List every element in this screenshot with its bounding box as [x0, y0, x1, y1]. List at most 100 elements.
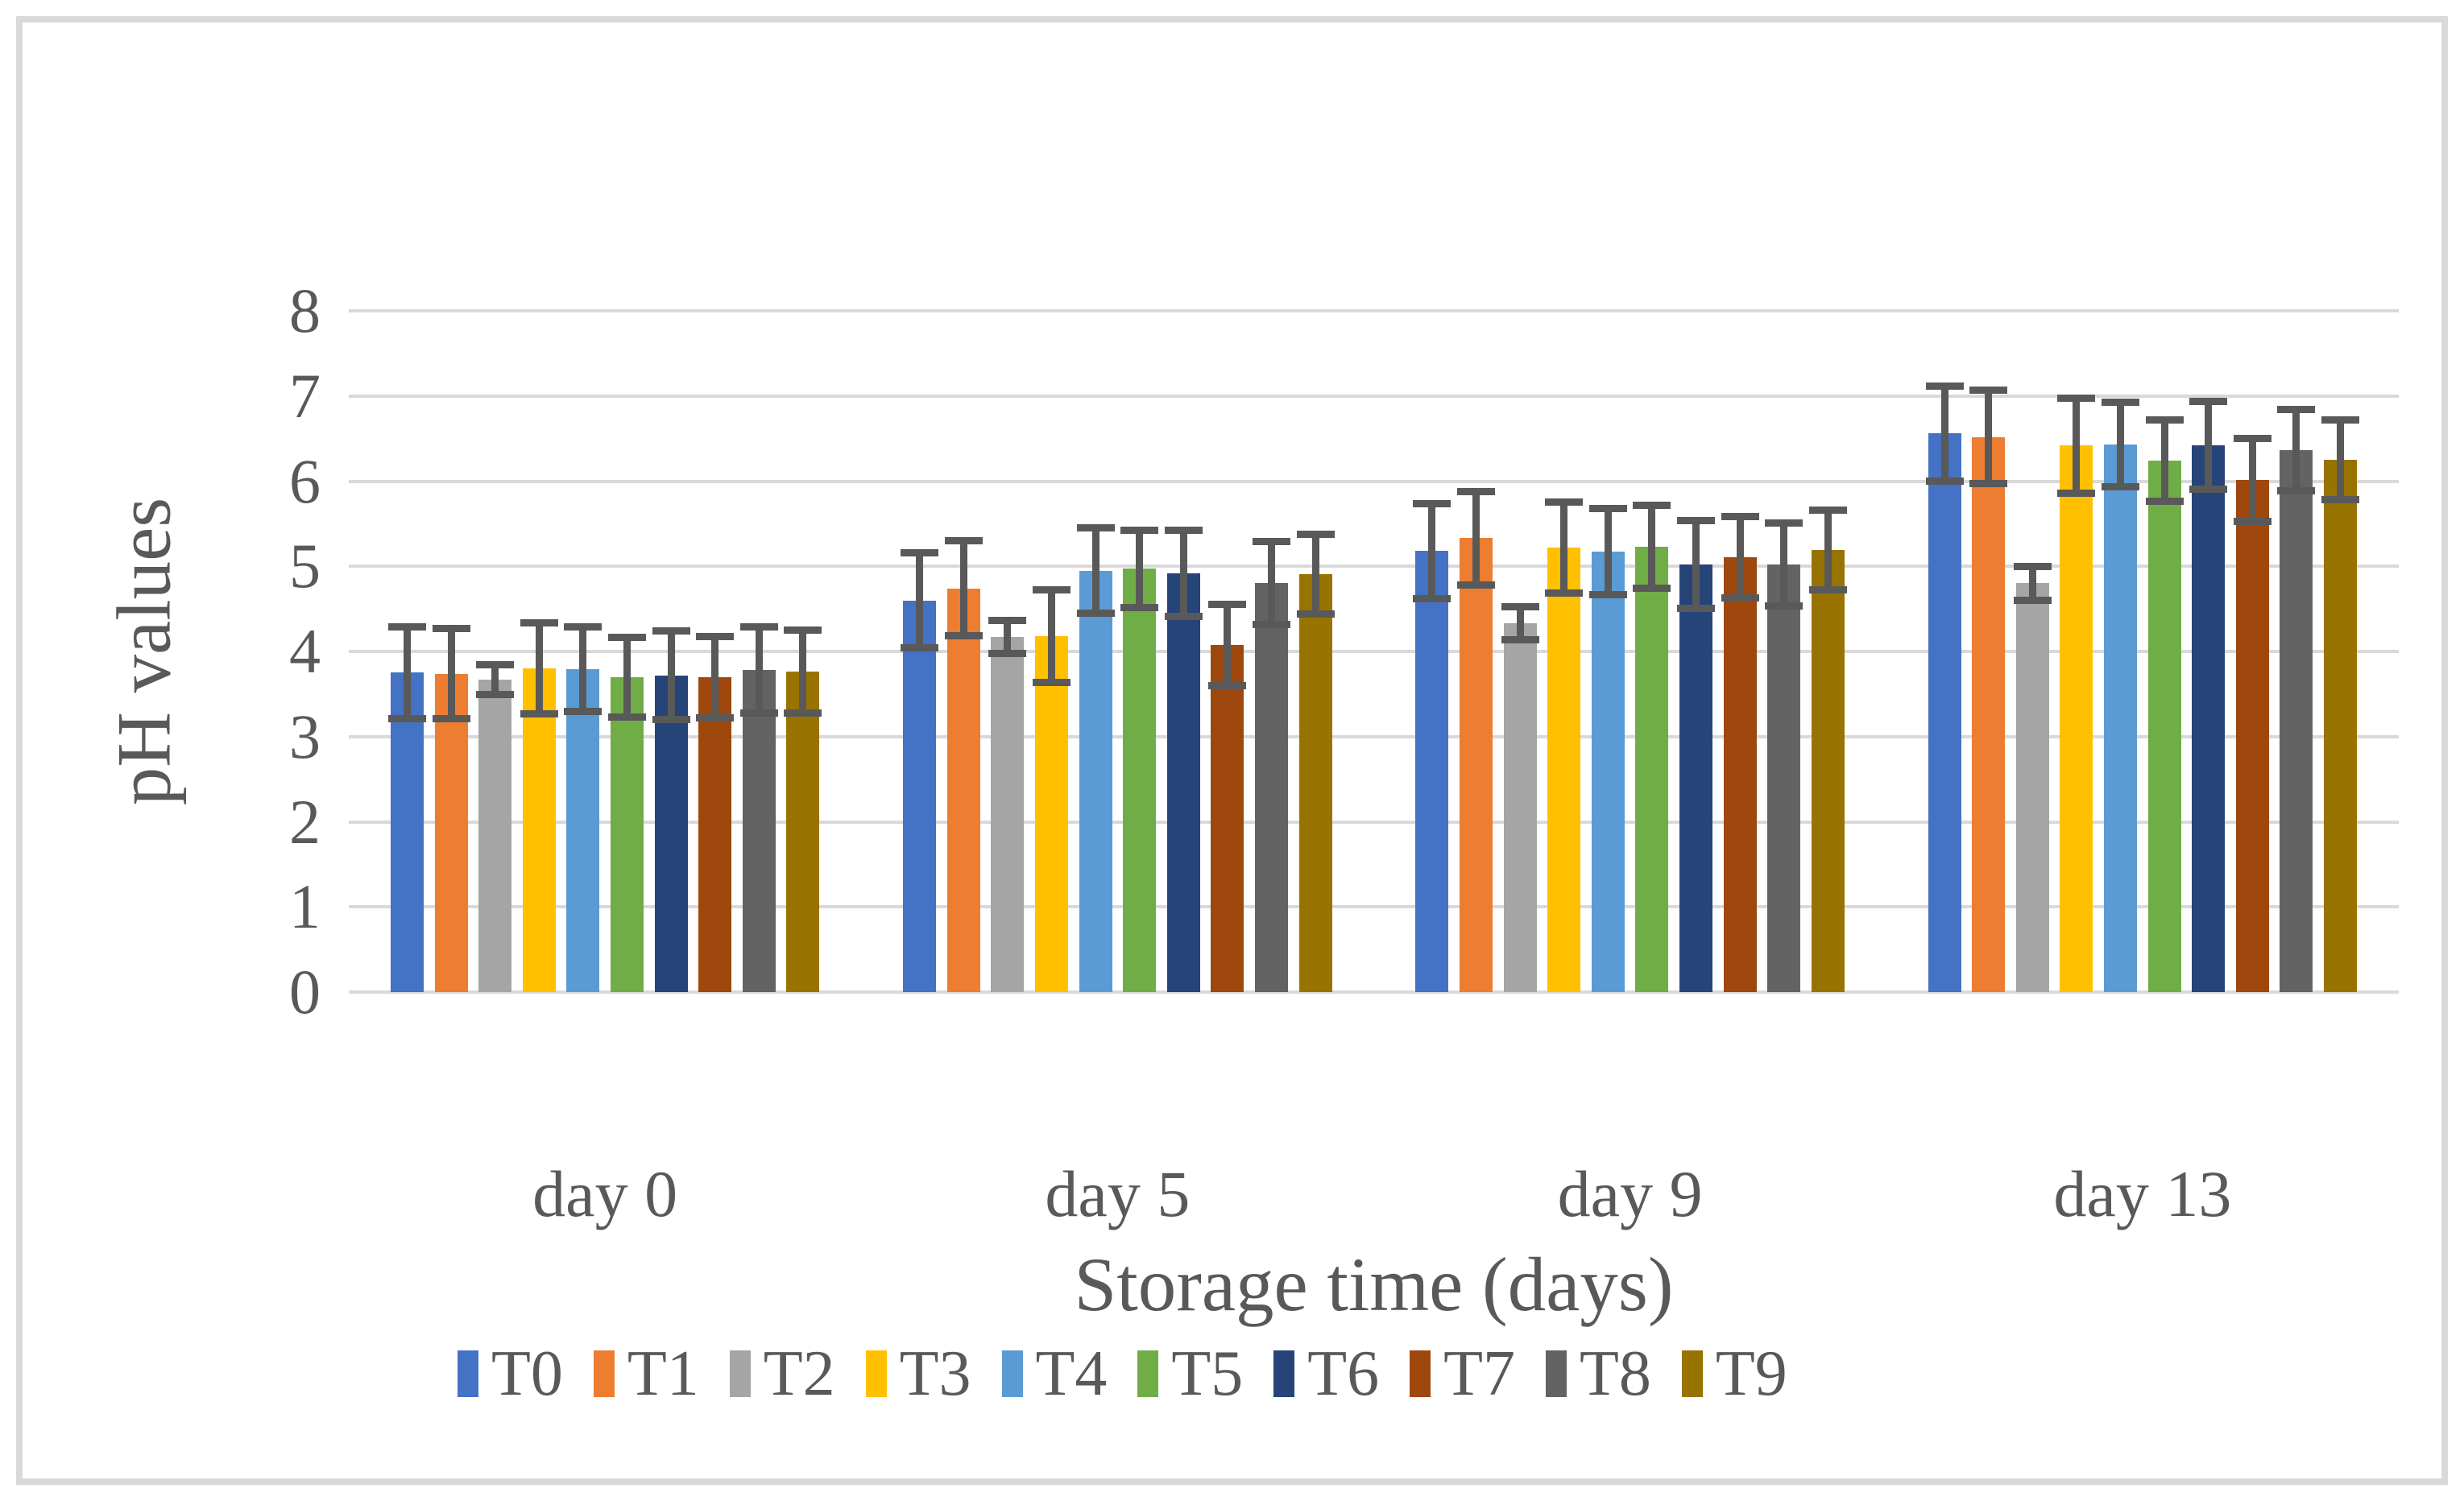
error-cap-top-T1-day-9 — [1457, 487, 1496, 495]
bar-T9-day-0 — [786, 672, 820, 992]
error-cap-bottom-T4-day-9 — [1588, 591, 1627, 599]
bar-T1-day-9 — [1460, 538, 1493, 992]
error-cap-top-T2-day-9 — [1501, 602, 1539, 610]
error-bar-T7-day-5 — [1224, 600, 1232, 689]
x-category-label-day-0: day 0 — [532, 1157, 678, 1230]
error-cap-bottom-T3-day-5 — [1032, 679, 1070, 687]
error-bar-T7-day-13 — [2248, 435, 2256, 526]
bar-T0-day-0 — [390, 672, 424, 992]
error-bar-T4-day-0 — [579, 623, 587, 716]
bar-T0-day-13 — [1928, 433, 1961, 992]
error-bar-T1-day-5 — [959, 537, 967, 640]
bar-T8-day-13 — [2280, 450, 2313, 992]
error-cap-bottom-T0-day-0 — [387, 714, 426, 722]
bar-T4-day-13 — [2104, 445, 2138, 992]
error-cap-bottom-T2-day-5 — [988, 650, 1027, 658]
x-category-label-day-5: day 5 — [1045, 1157, 1191, 1230]
error-bar-T1-day-13 — [1985, 387, 1993, 487]
bar-T4-day-0 — [566, 669, 600, 992]
bar-T0-day-9 — [1415, 551, 1449, 992]
bar-T2-day-13 — [2015, 583, 2049, 992]
error-bar-T0-day-0 — [403, 623, 411, 722]
bar-T1-day-13 — [1972, 436, 2006, 992]
error-cap-top-T6-day-0 — [652, 627, 690, 635]
error-cap-top-T1-day-5 — [944, 537, 983, 545]
bar-T5-day-5 — [1123, 569, 1157, 992]
legend-swatch-T7 — [1410, 1350, 1431, 1397]
error-cap-top-T4-day-9 — [1588, 505, 1627, 513]
legend-item-T7: T7 — [1410, 1342, 1515, 1406]
error-cap-bottom-T5-day-9 — [1633, 584, 1671, 592]
error-cap-bottom-T7-day-0 — [696, 713, 735, 722]
y-tick-label-4: 4 — [289, 616, 321, 686]
error-bar-T0-day-9 — [1428, 499, 1436, 602]
error-cap-bottom-T2-day-13 — [2013, 596, 2052, 604]
gridline-y-3 — [349, 734, 2399, 738]
bar-T5-day-13 — [2147, 461, 2181, 992]
legend-label-T4: T4 — [1035, 1338, 1108, 1409]
error-cap-top-T8-day-0 — [739, 623, 778, 631]
error-bar-T6-day-9 — [1692, 516, 1700, 613]
bar-T5-day-0 — [610, 676, 644, 992]
error-cap-bottom-T6-day-13 — [2189, 486, 2228, 494]
bar-T7-day-13 — [2235, 480, 2269, 992]
error-bar-T3-day-13 — [2073, 394, 2081, 497]
x-category-label-day-13: day 13 — [2053, 1157, 2232, 1230]
bar-T1-day-0 — [434, 673, 468, 992]
error-cap-bottom-T8-day-13 — [2277, 487, 2316, 495]
error-bar-T2-day-5 — [1004, 616, 1012, 658]
error-cap-top-T5-day-5 — [1120, 526, 1159, 534]
error-cap-bottom-T3-day-9 — [1545, 589, 1584, 598]
legend-swatch-T5 — [1137, 1350, 1159, 1397]
error-bar-T3-day-5 — [1047, 585, 1055, 687]
error-cap-top-T4-day-5 — [1076, 524, 1115, 532]
error-cap-top-T9-day-13 — [2321, 416, 2360, 424]
gridline-y-4 — [349, 650, 2399, 653]
error-cap-bottom-T4-day-0 — [564, 708, 603, 716]
bar-T6-day-5 — [1166, 573, 1200, 992]
bar-T9-day-9 — [1811, 550, 1845, 992]
error-cap-bottom-T4-day-13 — [2102, 483, 2140, 491]
error-cap-top-T9-day-0 — [784, 626, 822, 635]
gridline-y-6 — [349, 479, 2399, 483]
legend: T0 T1 T2 T3 T4 T5 T6 T7 T8 T9 — [458, 1342, 1787, 1406]
x-category-label-day-9: day 9 — [1557, 1157, 1703, 1230]
error-cap-top-T8-day-9 — [1765, 519, 1803, 527]
error-cap-top-T5-day-0 — [607, 633, 646, 641]
legend-item-T8: T8 — [1546, 1342, 1651, 1406]
error-cap-top-T5-day-9 — [1633, 501, 1671, 509]
bar-T8-day-0 — [742, 670, 776, 992]
legend-item-T9: T9 — [1681, 1338, 1787, 1409]
legend-item-T4: T4 — [1001, 1338, 1108, 1409]
error-cap-bottom-T4-day-5 — [1076, 609, 1115, 617]
bar-T8-day-5 — [1254, 583, 1288, 992]
legend-label-T6: T6 — [1307, 1338, 1380, 1409]
bar-T4-day-5 — [1079, 570, 1112, 992]
legend-swatch-T3 — [865, 1350, 887, 1397]
bar-T2-day-0 — [478, 679, 512, 992]
bar-T7-day-9 — [1723, 556, 1757, 992]
legend-swatch-T8 — [1546, 1350, 1567, 1397]
error-cap-bottom-T7-day-13 — [2233, 518, 2271, 526]
error-cap-bottom-T1-day-13 — [1969, 479, 2008, 487]
y-tick-label-0: 0 — [289, 957, 321, 1027]
error-cap-bottom-T1-day-0 — [432, 714, 470, 722]
error-bar-T2-day-0 — [491, 660, 499, 699]
legend-label-T9: T9 — [1715, 1338, 1787, 1409]
legend-item-T3: T3 — [865, 1342, 971, 1406]
bar-T2-day-5 — [991, 637, 1025, 992]
chart-frame: pH values 0 1 2 3 4 5 6 7 8 day 0 day 5 day 9 day 1… — [16, 16, 2448, 1485]
error-cap-bottom-T2-day-0 — [476, 691, 515, 699]
legend-item-T0: T0 — [458, 1342, 563, 1406]
y-tick-label-3: 3 — [289, 701, 321, 771]
error-bar-T6-day-13 — [2205, 397, 2213, 494]
error-cap-bottom-T1-day-5 — [944, 632, 983, 640]
y-tick-label-5: 5 — [289, 531, 321, 602]
error-cap-bottom-T3-day-13 — [2057, 489, 2096, 497]
bar-T2-day-9 — [1503, 623, 1537, 992]
error-cap-top-T7-day-0 — [696, 632, 735, 640]
error-bar-T5-day-0 — [623, 633, 631, 721]
y-tick-label-8: 8 — [289, 275, 321, 345]
error-cap-top-T2-day-0 — [476, 660, 515, 668]
bar-T3-day-9 — [1547, 548, 1581, 992]
